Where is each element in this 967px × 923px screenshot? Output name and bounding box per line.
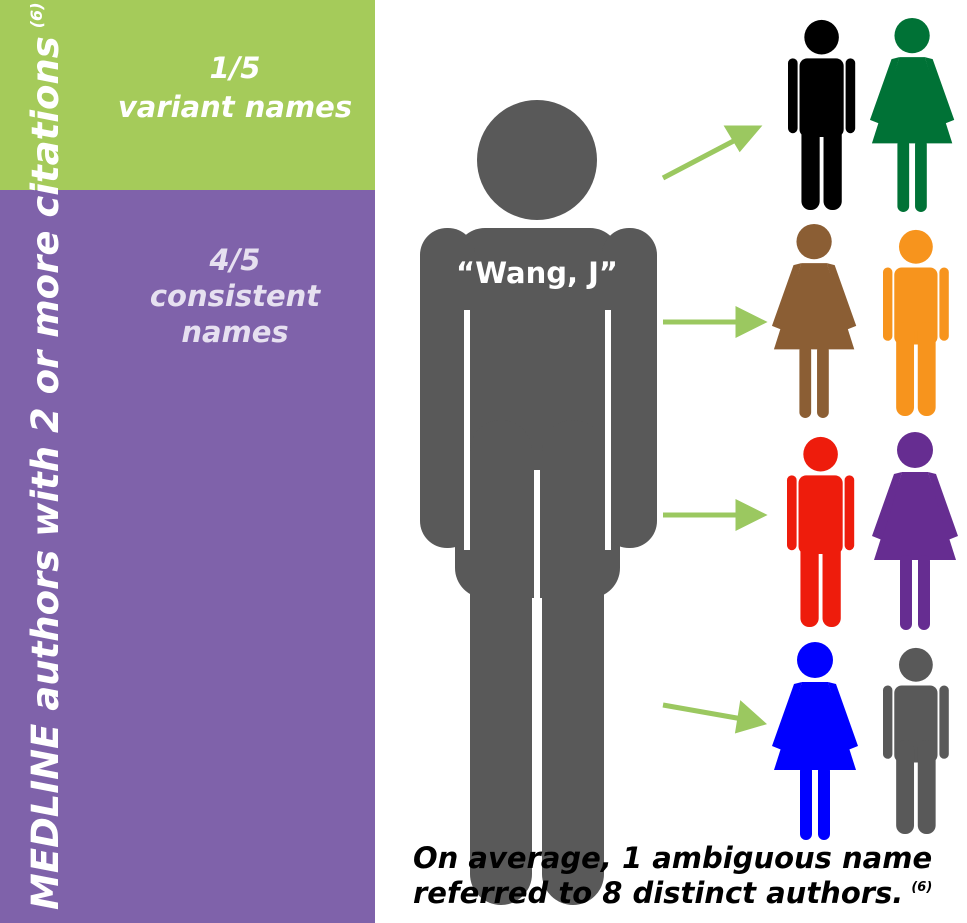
panel-title-text: MEDLINE authors with 2 or more citations — [24, 36, 67, 910]
ambiguous-name: “Wang, J” — [456, 256, 618, 290]
footnote-line: On average, 1 ambiguous name — [413, 841, 932, 875]
arrows — [661, 125, 768, 734]
man-icon — [787, 436, 855, 627]
woman-icon — [772, 642, 858, 840]
segment-fraction: 1/5 — [210, 51, 261, 85]
segment-fraction: 4/5 — [209, 243, 261, 277]
segment-label: variant names — [118, 90, 352, 124]
man-icon — [883, 229, 949, 416]
people — [771, 17, 958, 840]
big-person-gaps — [464, 310, 611, 905]
segment-label: names — [181, 315, 288, 349]
woman-icon — [771, 223, 857, 418]
man-icon — [788, 19, 856, 210]
footnote-line: referred to 8 distinct authors. (6) — [413, 876, 932, 910]
segment-label: consistent — [150, 279, 321, 313]
big-person — [420, 100, 657, 905]
man-icon — [883, 647, 949, 834]
footnote-text: referred to 8 distinct authors. — [413, 876, 903, 910]
purple-segment — [0, 190, 375, 923]
footnote-reference: (6) — [911, 880, 932, 895]
panel-title: MEDLINE authors with 2 or more citations… — [24, 2, 67, 910]
woman-icon — [869, 17, 955, 212]
panel-reference: (6) — [27, 2, 46, 28]
green-segment — [0, 0, 375, 190]
woman-icon — [872, 432, 958, 630]
